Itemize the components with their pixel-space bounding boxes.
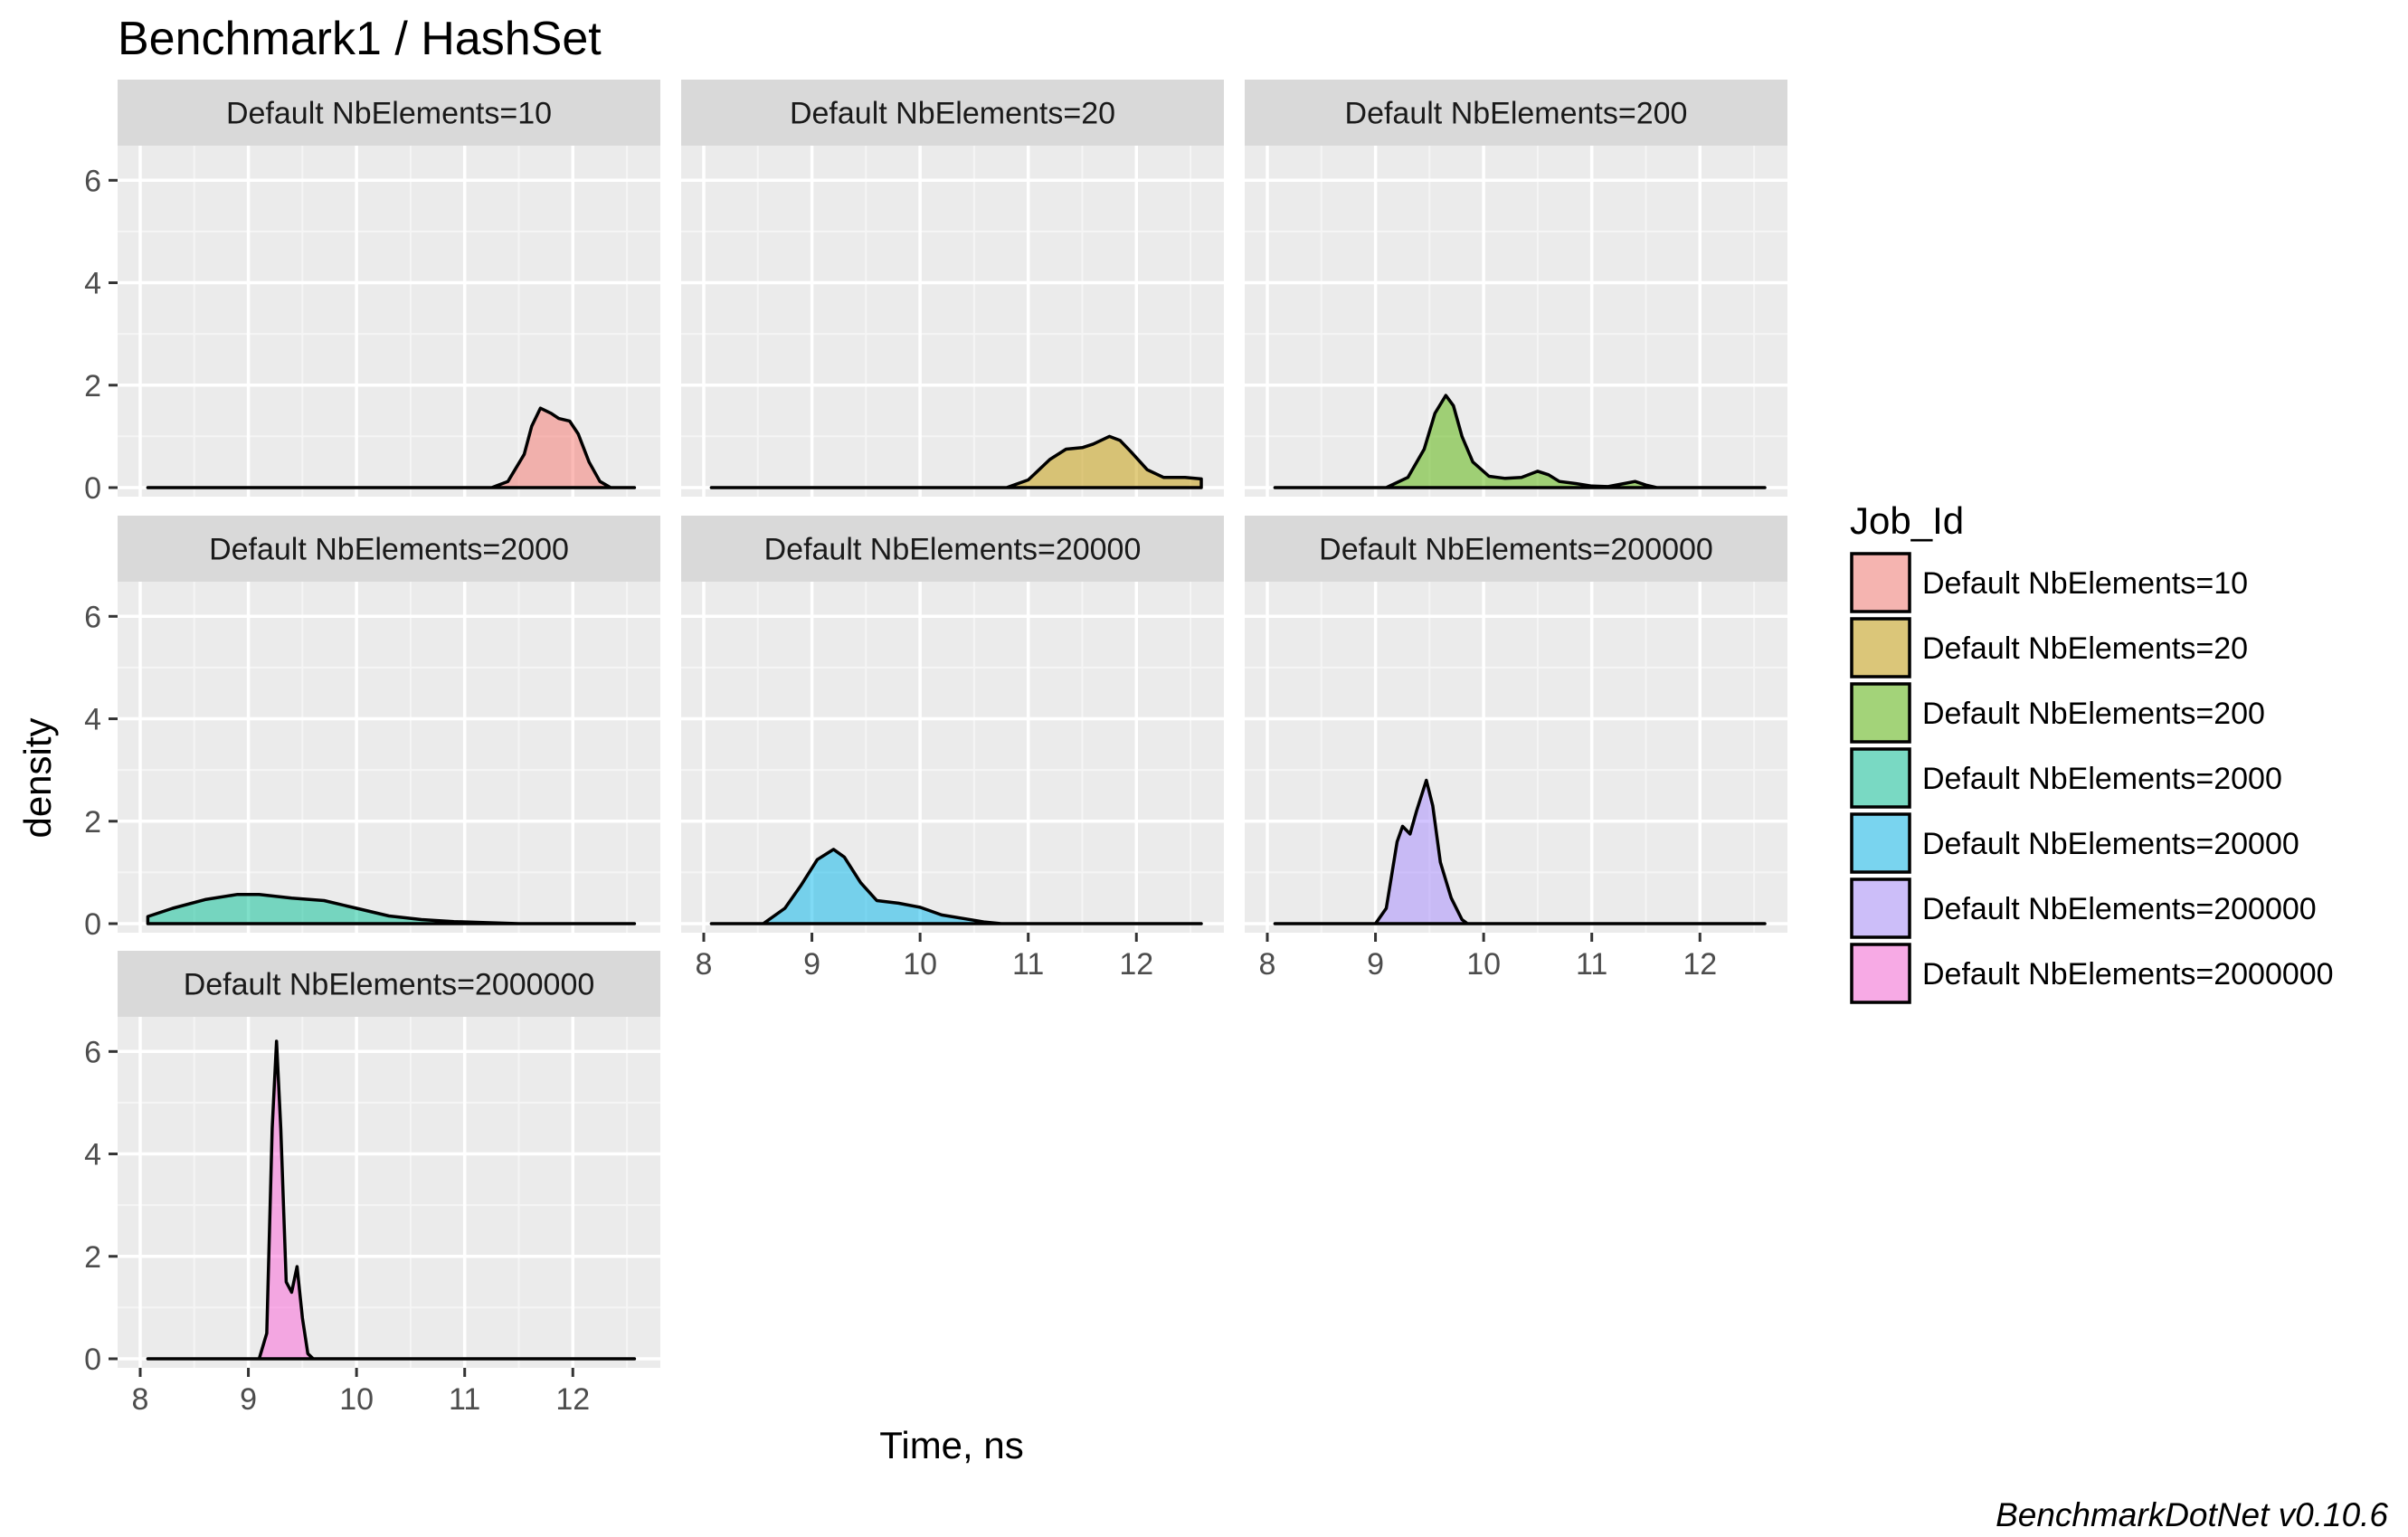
- legend-label: Default NbElements=10: [1922, 566, 2248, 601]
- y-tick-label: 2: [84, 369, 101, 403]
- x-tick-label: 8: [696, 947, 713, 982]
- legend-label: Default NbElements=2000000: [1922, 957, 2334, 991]
- x-tick-label: 12: [1119, 947, 1153, 982]
- facet-strip-label: Default NbElements=200000: [1319, 533, 1713, 567]
- x-tick-label: 9: [240, 1382, 257, 1417]
- legend-swatch: [1850, 943, 1911, 1004]
- legend-item: Default NbElements=10: [1850, 552, 2248, 613]
- density-area: [146, 1039, 637, 1361]
- x-tick-label: 9: [803, 947, 820, 982]
- x-tick-label: 8: [132, 1382, 149, 1417]
- facet-panel: Default NbElements=20000 8 9 10 11 12: [681, 516, 1224, 982]
- x-tick-label: 11: [449, 1382, 480, 1417]
- facet-strip: [681, 80, 1224, 146]
- legend-item: Default NbElements=2000: [1850, 747, 2282, 809]
- x-tick-label: 9: [1367, 947, 1384, 982]
- density-area: [146, 406, 637, 489]
- legend-item: Default NbElements=20000: [1850, 812, 2299, 874]
- panel-background: [681, 582, 1224, 933]
- y-tick-label: 0: [84, 471, 101, 506]
- facet-strip-label: Default NbElements=2000: [209, 533, 569, 567]
- legend-swatch: [1850, 617, 1911, 678]
- x-axis-title: Time, ns: [879, 1424, 1023, 1466]
- y-axis-title: density: [16, 717, 59, 838]
- facet-panel: Default NbElements=200: [1245, 80, 1787, 497]
- density-area: [1273, 778, 1767, 925]
- y-tick-label: 6: [84, 164, 101, 198]
- facet-strip-label: Default NbElements=200: [1345, 97, 1688, 131]
- panel-background: [118, 1017, 660, 1368]
- facet-panel: Default NbElements=2000000 0 2 4 6 8 9 10 11 12: [84, 951, 660, 1417]
- x-tick-label: 12: [1683, 947, 1717, 982]
- facet-strip: [1245, 80, 1787, 146]
- legend-title: Job_Id: [1850, 499, 1964, 542]
- density-area: [146, 892, 637, 925]
- facet-strip-label: Default NbElements=20000: [764, 533, 1142, 567]
- y-tick-label: 2: [84, 805, 101, 840]
- legend-label: Default NbElements=200: [1922, 697, 2265, 731]
- panel-background: [1245, 146, 1787, 497]
- y-tick-label: 0: [84, 907, 101, 942]
- legend-swatch: [1850, 682, 1911, 744]
- density-area: [709, 848, 1203, 925]
- panel-background: [681, 146, 1224, 497]
- x-tick-label: 10: [1466, 947, 1501, 982]
- legend-label: Default NbElements=200000: [1922, 892, 2317, 926]
- facet-panel: Default NbElements=200000 8 9 10 11 12: [1245, 516, 1787, 982]
- x-tick-label: 11: [1576, 947, 1607, 982]
- legend-item: Default NbElements=20: [1850, 617, 2248, 678]
- facet-panel: Default NbElements=10 0 2 4 6: [84, 80, 660, 506]
- facet-panel: Default NbElements=2000 0 2 4 6: [84, 516, 660, 942]
- facet-strip-label: Default NbElements=20: [790, 97, 1115, 131]
- facet-strip-label: Default NbElements=10: [226, 97, 552, 131]
- legend-swatch: [1850, 812, 1911, 874]
- x-tick-label: 10: [339, 1382, 374, 1417]
- y-tick-label: 0: [84, 1343, 101, 1377]
- y-tick-label: 6: [84, 600, 101, 634]
- density-area: [1273, 394, 1767, 489]
- y-tick-label: 2: [84, 1240, 101, 1275]
- legend-item: Default NbElements=200000: [1850, 878, 2317, 939]
- x-tick-label: 10: [903, 947, 937, 982]
- legend-items: Default NbElements=10 Default NbElements=…: [1850, 552, 2334, 1004]
- facet-strip: [1245, 516, 1787, 582]
- facet-strip-label: Default NbElements=2000000: [184, 968, 595, 1002]
- legend-label: Default NbElements=2000: [1922, 762, 2282, 796]
- facet-strip: [118, 80, 660, 146]
- chart-title: Benchmark1 / HashSet: [118, 13, 602, 65]
- legend-swatch: [1850, 552, 1911, 613]
- y-tick-label: 6: [84, 1035, 101, 1069]
- density-area: [709, 434, 1203, 489]
- y-tick-label: 4: [84, 703, 101, 737]
- legend-item: Default NbElements=200: [1850, 682, 2265, 744]
- x-tick-label: 11: [1012, 947, 1044, 982]
- panel-background: [1245, 582, 1787, 933]
- x-tick-label: 8: [1259, 947, 1276, 982]
- facet-strip: [118, 516, 660, 582]
- legend-swatch: [1850, 878, 1911, 939]
- panel-background: [118, 582, 660, 933]
- legend-label: Default NbElements=20: [1922, 631, 2248, 666]
- legend-item: Default NbElements=2000000: [1850, 943, 2334, 1004]
- y-tick-label: 4: [84, 1138, 101, 1172]
- legend-label: Default NbElements=20000: [1922, 827, 2299, 861]
- facet-strip: [681, 516, 1224, 582]
- facet-panel: Default NbElements=20: [681, 80, 1224, 497]
- facet-strip: [118, 951, 660, 1017]
- y-tick-label: 4: [84, 267, 101, 301]
- x-tick-label: 12: [555, 1382, 590, 1417]
- caption: BenchmarkDotNet v0.10.6: [1996, 1496, 2388, 1533]
- legend-swatch: [1850, 747, 1911, 809]
